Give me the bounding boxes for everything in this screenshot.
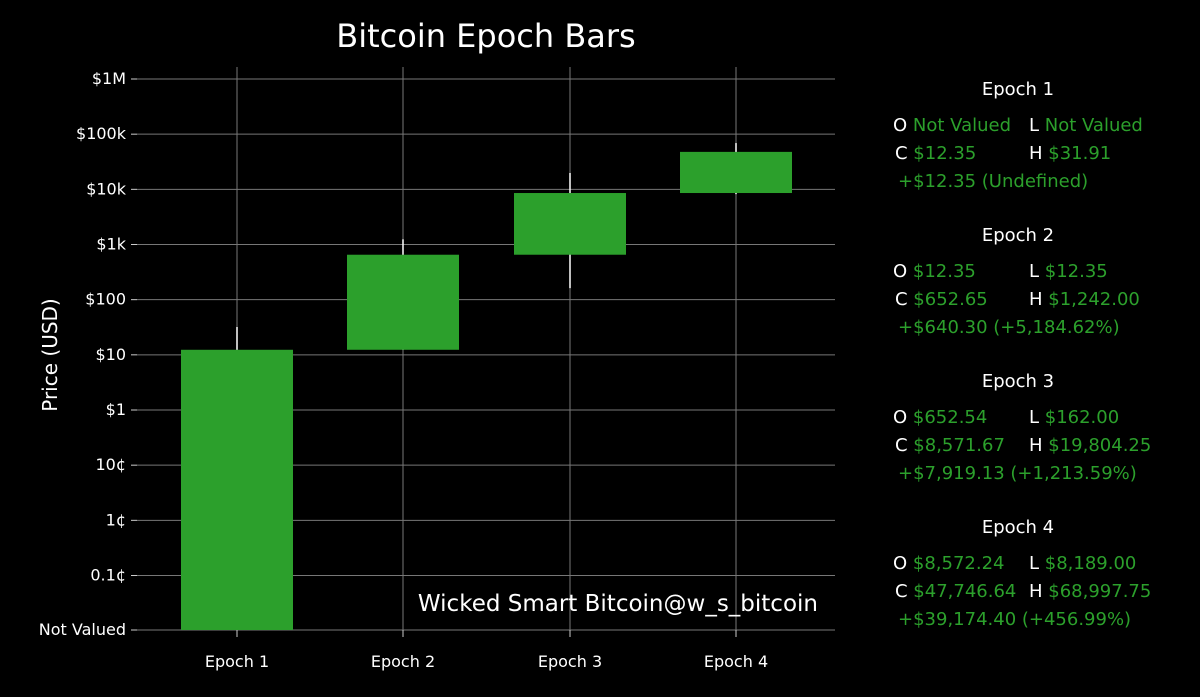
chart-title: Bitcoin Epoch Bars	[336, 17, 635, 55]
field-key: L	[1029, 115, 1045, 136]
field-key: O	[893, 261, 913, 282]
field-value: Not Valued	[1044, 115, 1143, 136]
x-tick-label: Epoch 2	[371, 652, 435, 671]
field-value: $47,746.64	[913, 581, 1017, 602]
y-tick-label: $10k	[86, 179, 127, 198]
y-tick-label: $1M	[92, 69, 126, 88]
field-key: L	[1029, 553, 1045, 574]
chart: Bitcoin Epoch Bars Price (USD) Not Value…	[38, 17, 835, 671]
y-tick-label: $1k	[96, 235, 126, 254]
open-value: O $652.54	[893, 407, 987, 428]
field-value: $19,804.25	[1048, 435, 1152, 456]
watermark: Wicked Smart Bitcoin@w_s_bitcoin	[418, 591, 818, 617]
field-key: L	[1029, 407, 1045, 428]
low-value: L Not Valued	[1029, 115, 1143, 136]
epoch-title: Epoch 4	[981, 517, 1055, 538]
field-key: H	[1029, 435, 1049, 456]
field-key: C	[895, 581, 914, 602]
field-value: $1,242.00	[1048, 289, 1140, 310]
field-key: H	[1029, 289, 1049, 310]
open-value: O $12.35	[893, 261, 976, 282]
field-value: $652.65	[913, 289, 988, 310]
y-tick-label: $100k	[76, 124, 127, 143]
field-key: C	[895, 435, 914, 456]
change-value: +$7,919.13 (+1,213.59%)	[898, 463, 1137, 484]
field-value: $162.00	[1044, 407, 1120, 428]
x-tick-label: Epoch 4	[704, 652, 768, 671]
high-value: H $19,804.25	[1029, 435, 1151, 456]
field-value: Not Valued	[912, 115, 1012, 136]
field-value: $8,572.24	[912, 553, 1005, 574]
y-tick-label: Not Valued	[39, 620, 126, 639]
field-key: O	[893, 407, 913, 428]
field-value: $12.35	[913, 143, 977, 164]
field-value: $12.35	[1044, 261, 1108, 282]
field-value: $68,997.75	[1048, 581, 1152, 602]
high-value: H $68,997.75	[1029, 581, 1151, 602]
close-value: C $8,571.67	[895, 435, 1005, 456]
candle-body	[514, 193, 626, 255]
close-value: C $47,746.64	[895, 581, 1016, 602]
bars	[181, 143, 792, 630]
epoch-title: Epoch 1	[981, 79, 1055, 100]
change-value: +$39,174.40 (+456.99%)	[898, 609, 1132, 630]
field-key: L	[1029, 261, 1045, 282]
y-tick-label: $100	[85, 290, 126, 309]
y-tick-label: $1	[106, 400, 126, 419]
low-value: L $12.35	[1029, 261, 1108, 282]
field-value: $652.54	[912, 407, 988, 428]
field-key: O	[893, 115, 913, 136]
high-value: H $31.91	[1029, 143, 1111, 164]
y-tick-label: $10	[95, 345, 126, 364]
epoch-title: Epoch 3	[981, 371, 1055, 392]
close-value: C $652.65	[895, 289, 988, 310]
field-key: C	[895, 143, 914, 164]
low-value: L $8,189.00	[1029, 553, 1136, 574]
field-key: C	[895, 289, 914, 310]
close-value: C $12.35	[895, 143, 976, 164]
field-key: O	[893, 553, 913, 574]
candle-body	[181, 349, 293, 630]
y-tick-label: 0.1¢	[90, 566, 126, 585]
open-value: O $8,572.24	[893, 553, 1005, 574]
candle-body	[347, 254, 459, 350]
x-tick-label: Epoch 1	[205, 652, 269, 671]
field-key: H	[1029, 143, 1049, 164]
x-tick-label: Epoch 3	[538, 652, 602, 671]
field-value: $8,571.67	[913, 435, 1005, 456]
ticks: Not Valued 0.1¢ 1¢ 10¢ $1 $10 $100 $1k $10k $100k…	[39, 69, 768, 671]
field-value: $31.91	[1048, 143, 1112, 164]
field-value: $8,189.00	[1044, 553, 1137, 574]
y-tick-label: 10¢	[95, 455, 126, 474]
y-axis-label: Price (USD)	[38, 298, 62, 412]
high-value: H $1,242.00	[1029, 289, 1140, 310]
open-value: O Not Valued	[893, 115, 1011, 136]
low-value: L $162.00	[1029, 407, 1119, 428]
change-value: +$12.35 (Undefined)	[898, 171, 1089, 192]
candle-body	[680, 151, 792, 194]
change-value: +$640.30 (+5,184.62%)	[898, 317, 1120, 338]
epoch-title: Epoch 2	[981, 225, 1055, 246]
field-value: $12.35	[912, 261, 976, 282]
field-key: H	[1029, 581, 1049, 602]
y-tick-label: 1¢	[106, 510, 126, 529]
